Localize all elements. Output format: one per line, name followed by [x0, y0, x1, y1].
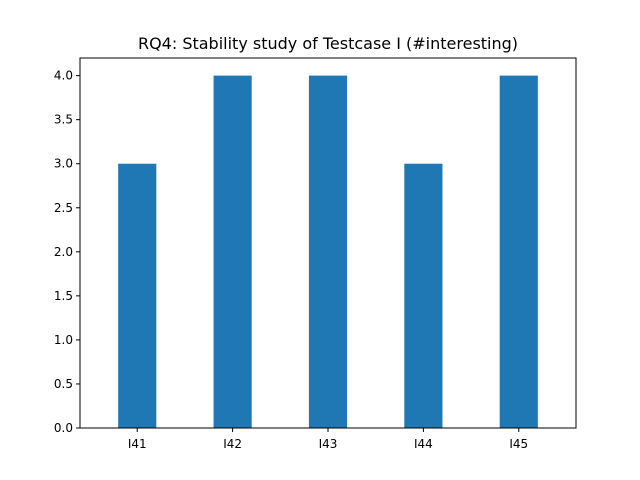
y-tick-label: 2.5	[54, 201, 73, 215]
y-tick-label: 3.0	[54, 157, 73, 171]
x-axis: I41 I42 I43 I44 I45	[128, 428, 528, 451]
bars-group	[118, 75, 538, 428]
x-tick-label: I41	[128, 437, 147, 451]
bar-I42	[213, 75, 252, 428]
x-tick-label: I42	[223, 437, 242, 451]
x-tick-label: I44	[414, 437, 433, 451]
y-tick-label: 0.5	[54, 377, 73, 391]
bar-I41	[118, 163, 157, 428]
bar-I44	[404, 163, 443, 428]
y-tick-label: 1.5	[54, 289, 73, 303]
y-tick-label: 4.0	[54, 69, 73, 83]
y-tick-label: 1.0	[54, 333, 73, 347]
y-tick-label: 3.5	[54, 113, 73, 127]
y-tick-label: 2.0	[54, 245, 73, 259]
bar-I45	[499, 75, 538, 428]
x-tick-label: I43	[319, 437, 338, 451]
plot-area-frame	[79, 57, 577, 429]
y-tick-label: 0.0	[54, 421, 73, 435]
chart-title: RQ4: Stability study of Testcase I (#int…	[138, 34, 518, 53]
x-tick-label: I45	[509, 437, 528, 451]
bar-I43	[308, 75, 348, 428]
y-axis: 0.0 0.5 1.0 1.5 2.0 2.5 3.0 3.5 4.0	[54, 69, 80, 435]
